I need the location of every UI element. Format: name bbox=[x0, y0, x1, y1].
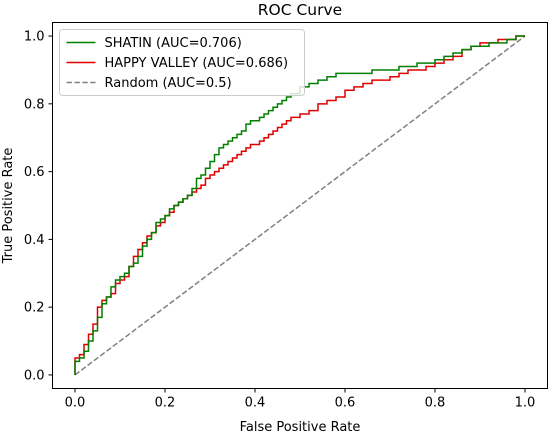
plot-area bbox=[52, 22, 548, 389]
legend-label-1: HAPPY VALLEY (AUC=0.686) bbox=[105, 56, 289, 71]
y-tick-label: 0.0 bbox=[24, 368, 45, 383]
x-tick-label: 0.0 bbox=[65, 396, 86, 411]
x-tick-label: 0.4 bbox=[245, 396, 266, 411]
y-axis-ticks: 0.0 0.2 0.4 0.6 0.8 1.0 bbox=[24, 30, 53, 383]
series-layer bbox=[74, 35, 526, 376]
y-axis-label: True Positive Rate bbox=[1, 148, 16, 265]
legend: SHATIN (AUC=0.706) HAPPY VALLEY (AUC=0.68… bbox=[59, 29, 305, 96]
series-line-0 bbox=[74, 35, 525, 375]
x-axis-label: False Positive Rate bbox=[240, 420, 361, 435]
chart-title: ROC Curve bbox=[258, 1, 342, 19]
y-tick-label: 0.2 bbox=[24, 301, 45, 316]
y-tick-label: 0.6 bbox=[24, 165, 45, 180]
legend-box bbox=[59, 29, 305, 96]
legend-label-2: Random (AUC=0.5) bbox=[105, 76, 232, 91]
y-tick-label: 0.8 bbox=[24, 97, 45, 112]
x-tick-label: 0.6 bbox=[335, 396, 356, 411]
plot-frame bbox=[52, 22, 548, 389]
x-tick-label: 0.8 bbox=[425, 396, 446, 411]
series-line-2 bbox=[74, 35, 526, 376]
x-axis-ticks: 0.0 0.2 0.4 0.6 0.8 1.0 bbox=[65, 388, 536, 411]
x-tick-label: 0.2 bbox=[155, 396, 176, 411]
legend-label-0: SHATIN (AUC=0.706) bbox=[105, 36, 242, 51]
series-line-1 bbox=[74, 35, 525, 375]
y-tick-label: 1.0 bbox=[24, 30, 45, 45]
x-tick-label: 1.0 bbox=[515, 396, 536, 411]
y-tick-label: 0.4 bbox=[24, 233, 45, 248]
